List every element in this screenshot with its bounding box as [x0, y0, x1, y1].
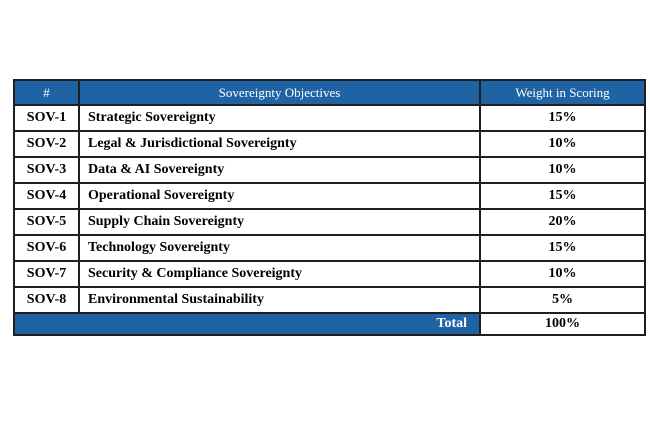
- row-id: SOV-2: [13, 130, 80, 158]
- row-id: SOV-5: [13, 208, 80, 236]
- table-row: SOV-3 Data & AI Sovereignty 10%: [13, 156, 646, 184]
- row-objective: Supply Chain Sovereignty: [78, 208, 481, 236]
- row-weight: 15%: [479, 234, 646, 262]
- column-header-number: #: [13, 79, 80, 106]
- total-label: Total: [13, 312, 481, 336]
- row-id: SOV-1: [13, 104, 80, 132]
- row-objective: Environmental Sustainability: [78, 286, 481, 314]
- row-id: SOV-6: [13, 234, 80, 262]
- column-header-weight: Weight in Scoring: [479, 79, 646, 106]
- header-row: # Sovereignty Objectives Weight in Scori…: [13, 79, 646, 106]
- row-objective: Data & AI Sovereignty: [78, 156, 481, 184]
- row-weight: 5%: [479, 286, 646, 314]
- table-footer: Total 100%: [13, 312, 646, 336]
- table-row: SOV-6 Technology Sovereignty 15%: [13, 234, 646, 262]
- table-header: # Sovereignty Objectives Weight in Scori…: [13, 79, 646, 106]
- row-weight: 10%: [479, 260, 646, 288]
- row-objective: Operational Sovereignty: [78, 182, 481, 210]
- row-objective: Legal & Jurisdictional Sovereignty: [78, 130, 481, 158]
- row-objective: Strategic Sovereignty: [78, 104, 481, 132]
- row-weight: 15%: [479, 182, 646, 210]
- row-objective: Technology Sovereignty: [78, 234, 481, 262]
- row-id: SOV-3: [13, 156, 80, 184]
- table-row: SOV-7 Security & Compliance Sovereignty 10…: [13, 260, 646, 288]
- table-row: SOV-4 Operational Sovereignty 15%: [13, 182, 646, 210]
- total-row: Total 100%: [13, 312, 646, 336]
- row-id: SOV-7: [13, 260, 80, 288]
- row-weight: 15%: [479, 104, 646, 132]
- table-row: SOV-1 Strategic Sovereignty 15%: [13, 104, 646, 132]
- table-body: SOV-1 Strategic Sovereignty 15% SOV-2 Legal …: [13, 104, 646, 314]
- table-row: SOV-2 Legal & Jurisdictional Sovereignty 1…: [13, 130, 646, 158]
- table-row: SOV-8 Environmental Sustainability 5%: [13, 286, 646, 314]
- row-weight: 10%: [479, 130, 646, 158]
- column-header-objectives: Sovereignty Objectives: [78, 79, 481, 106]
- row-id: SOV-4: [13, 182, 80, 210]
- sovereignty-objectives-table: # Sovereignty Objectives Weight in Scori…: [13, 79, 646, 336]
- row-id: SOV-8: [13, 286, 80, 314]
- row-objective: Security & Compliance Sovereignty: [78, 260, 481, 288]
- row-weight: 10%: [479, 156, 646, 184]
- total-value: 100%: [479, 312, 646, 336]
- table-row: SOV-5 Supply Chain Sovereignty 20%: [13, 208, 646, 236]
- row-weight: 20%: [479, 208, 646, 236]
